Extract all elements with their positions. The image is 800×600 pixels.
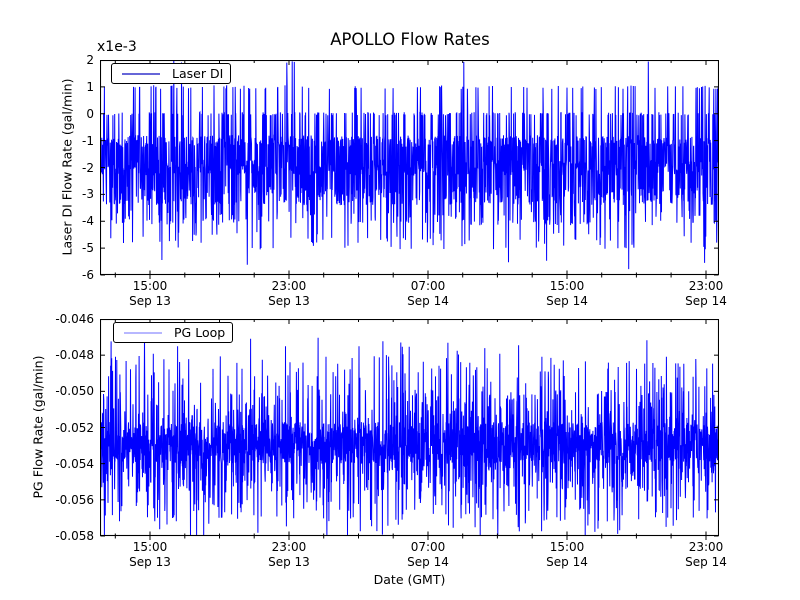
x-tick-label: 07:00 Sep 14 — [407, 279, 449, 308]
y-tick-label-laser_di: -1 — [82, 133, 94, 148]
x-tick-label: 23:00 Sep 13 — [268, 540, 310, 569]
y-tick-label-pg_loop: -0.050 — [55, 384, 94, 399]
y-tick-label-pg_loop: -0.052 — [55, 420, 94, 435]
y-tick-label-pg_loop: -0.058 — [55, 529, 94, 543]
y-tick-label-pg_loop: -0.056 — [55, 492, 94, 507]
y-tick-label-laser_di: -4 — [82, 214, 94, 229]
y-tick-label-pg_loop: -0.046 — [55, 312, 94, 326]
y-tick-label-laser_di: 0 — [86, 106, 94, 121]
x-tick-label: 15:00 Sep 13 — [129, 279, 171, 308]
y-offset-text: x1e-3 — [97, 39, 137, 55]
y-tick-label-pg_loop: -0.054 — [55, 456, 94, 471]
legend-label-laser-di: Laser DI — [172, 66, 224, 81]
legend-laser-di: Laser DI — [111, 63, 232, 84]
y-tick-label-laser_di: 1 — [86, 79, 94, 94]
x-tick-label: 15:00 Sep 13 — [129, 540, 171, 569]
x-tick-label: 23:00 Sep 14 — [685, 279, 727, 308]
x-tick-label: 23:00 Sep 14 — [685, 540, 727, 569]
legend-label-pg-loop: PG Loop — [174, 325, 226, 340]
x-tick-label: 15:00 Sep 14 — [546, 540, 588, 569]
data-line-laser_di — [100, 60, 719, 270]
x-tick-label: 15:00 Sep 14 — [546, 279, 588, 308]
legend-line-sample-laser-di — [122, 72, 160, 75]
y-tick-label-laser_di: -5 — [82, 241, 94, 256]
y-tick-label-laser_di: -2 — [82, 160, 94, 175]
legend-pg-loop: PG Loop — [113, 322, 234, 343]
chart-title: APOLLO Flow Rates — [330, 30, 490, 49]
y-tick-label-pg_loop: -0.048 — [55, 348, 94, 363]
y-tick-label-laser_di: -6 — [82, 268, 94, 282]
y-tick-label-laser_di: 2 — [86, 53, 94, 67]
x-tick-label: 23:00 Sep 13 — [268, 279, 310, 308]
xlabel-date-gmt: Date (GMT) — [373, 572, 446, 587]
plot-area-pg-loop — [100, 319, 719, 540]
legend-line-sample-pg-loop — [124, 331, 162, 334]
y-tick-label-laser_di: -3 — [82, 187, 94, 202]
x-tick-label: 07:00 Sep 14 — [407, 540, 449, 569]
data-line-pg_loop — [100, 337, 719, 536]
plot-area-laser-di — [100, 60, 719, 279]
